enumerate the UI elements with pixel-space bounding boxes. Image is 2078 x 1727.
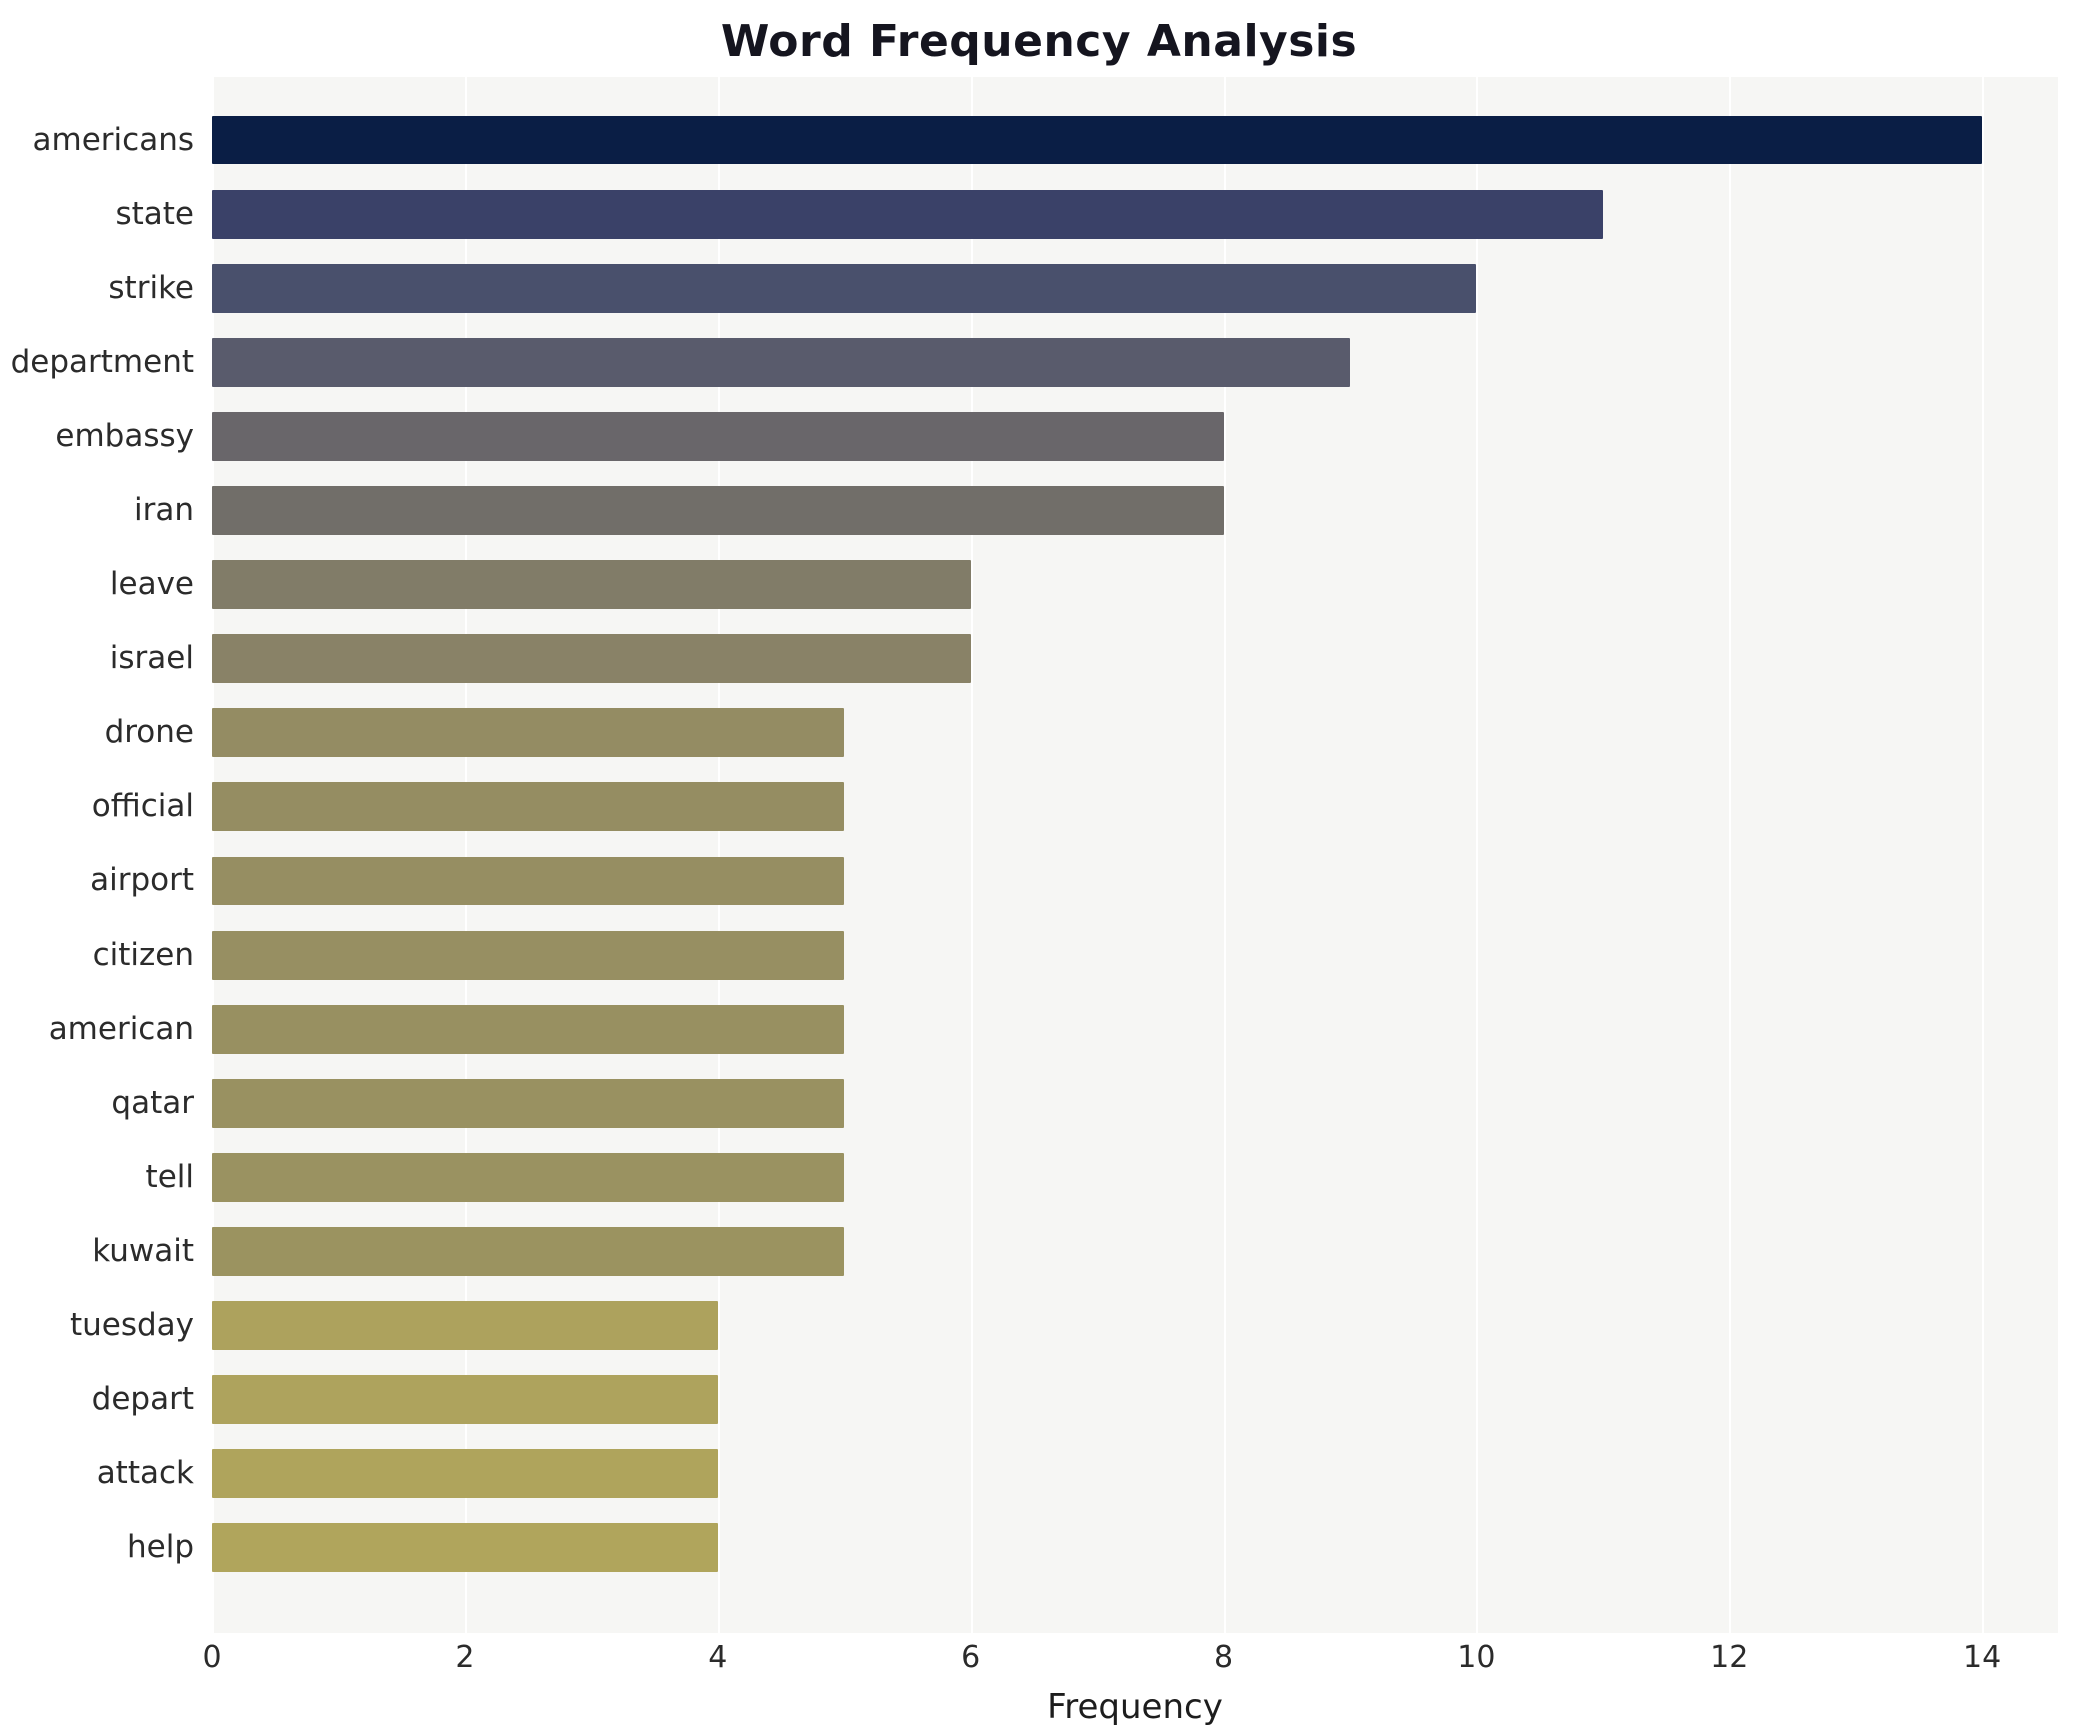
bar bbox=[212, 930, 845, 980]
bar-row: american bbox=[49, 992, 2058, 1066]
gridline bbox=[1982, 77, 1985, 1633]
plot-area: americans state strike department embassy ira… bbox=[11, 77, 2058, 1633]
bar bbox=[212, 411, 1224, 461]
category-label: strike bbox=[108, 269, 194, 306]
bar bbox=[212, 115, 1983, 165]
category-label: tuesday bbox=[69, 1307, 194, 1344]
bar bbox=[212, 1152, 845, 1202]
category-label: help bbox=[126, 1529, 194, 1566]
x-tick-label: 12 bbox=[1710, 1640, 1749, 1675]
bar bbox=[212, 782, 845, 832]
gridlines bbox=[212, 77, 2058, 1633]
category-label: iran bbox=[133, 492, 194, 529]
gridline bbox=[1476, 77, 1479, 1633]
bar bbox=[212, 1523, 718, 1573]
bar bbox=[212, 486, 1224, 535]
category-label: state bbox=[115, 195, 194, 232]
bar-row: tell bbox=[146, 1140, 2058, 1214]
x-tick-label: 14 bbox=[1963, 1640, 2002, 1675]
bar bbox=[212, 189, 1603, 239]
bar-row: department bbox=[11, 325, 2058, 399]
bar-rows: americans state strike department embassy ira… bbox=[11, 103, 2058, 1585]
x-tick-label: 10 bbox=[1457, 1640, 1496, 1675]
gridline bbox=[212, 77, 214, 1633]
bar-row: tuesday bbox=[70, 1289, 2058, 1363]
bar-row: attack bbox=[97, 1437, 2058, 1511]
category-label: department bbox=[10, 343, 194, 380]
x-tick-label: 0 bbox=[202, 1640, 222, 1675]
bar bbox=[212, 634, 971, 684]
bar-row: iran bbox=[134, 473, 2058, 547]
x-tick-label: 6 bbox=[961, 1640, 981, 1675]
bar bbox=[212, 708, 845, 758]
category-label: embassy bbox=[55, 417, 194, 454]
bar-row: qatar bbox=[111, 1066, 2058, 1140]
gridline bbox=[1223, 77, 1226, 1633]
bar-row: help bbox=[127, 1511, 2058, 1585]
category-label: attack bbox=[96, 1455, 194, 1492]
bar-row: official bbox=[92, 770, 2058, 844]
chart-title: Word Frequency Analysis bbox=[720, 16, 1358, 67]
bar bbox=[212, 337, 1350, 387]
category-label: qatar bbox=[111, 1084, 194, 1121]
x-tick-label: 4 bbox=[708, 1640, 728, 1675]
bar bbox=[212, 1301, 718, 1350]
category-label: depart bbox=[91, 1381, 194, 1418]
bar bbox=[212, 1375, 718, 1425]
x-axis-label: Frequency bbox=[1047, 1687, 1223, 1727]
x-axis: 0 2 4 6 8 10 12 14 bbox=[202, 1633, 2058, 1681]
gridline bbox=[717, 77, 720, 1633]
gridline bbox=[1729, 77, 1732, 1633]
bar-row: state bbox=[115, 177, 2058, 251]
bar-row: airport bbox=[90, 844, 2058, 918]
x-tick-label: 2 bbox=[455, 1640, 475, 1675]
bar bbox=[212, 1004, 845, 1054]
gridline bbox=[970, 77, 973, 1633]
bar-row: leave bbox=[110, 548, 2058, 622]
category-label: americans bbox=[32, 121, 194, 158]
x-tick-label: 8 bbox=[1213, 1640, 1234, 1675]
bar bbox=[212, 560, 971, 610]
bar bbox=[212, 263, 1477, 313]
bar-row: depart bbox=[92, 1363, 2058, 1437]
bar-row: americans bbox=[33, 103, 2058, 177]
category-label: israel bbox=[109, 640, 194, 677]
category-label: official bbox=[91, 788, 194, 825]
bar bbox=[212, 1078, 845, 1128]
bar bbox=[212, 1227, 845, 1276]
bar-row: kuwait bbox=[92, 1214, 2058, 1288]
gridline bbox=[464, 77, 467, 1633]
bar-row: drone bbox=[105, 696, 2058, 770]
bar-row: embassy bbox=[55, 399, 2058, 473]
category-label: drone bbox=[104, 714, 194, 751]
bar-row: citizen bbox=[93, 918, 2058, 992]
bar bbox=[212, 1449, 718, 1499]
category-label: tell bbox=[145, 1158, 194, 1195]
bar-row: strike bbox=[108, 251, 2058, 325]
category-label: kuwait bbox=[92, 1232, 194, 1269]
category-label: citizen bbox=[92, 936, 194, 973]
chart-page: Word Frequency Analysis americans state st… bbox=[0, 16, 2078, 1727]
category-label: leave bbox=[109, 566, 194, 603]
bar bbox=[212, 856, 845, 906]
category-label: american bbox=[48, 1010, 194, 1047]
bar-chart: americans state strike department embassy ira… bbox=[11, 77, 2058, 1727]
bar-row: israel bbox=[110, 622, 2058, 696]
category-label: airport bbox=[90, 862, 194, 899]
